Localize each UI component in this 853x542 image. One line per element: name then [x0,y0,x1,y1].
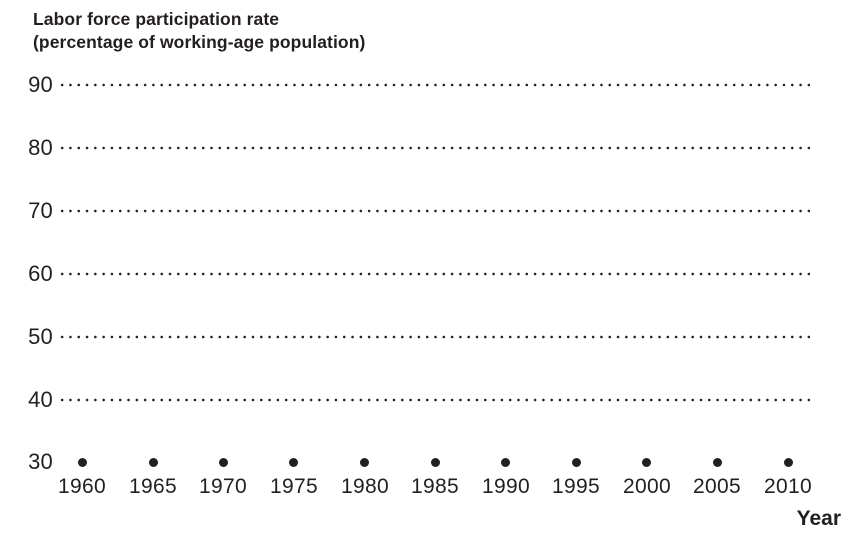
xtick-label: 1975 [270,475,318,498]
dotted-gridline [58,209,810,213]
dotted-gridline [58,83,810,87]
grid-row-40: 40 [0,387,853,413]
xaxis-title: Year [796,507,841,530]
data-point-marker [572,458,581,467]
ytick-label: 60 [28,261,53,286]
chart-title: Labor force participation rate [33,9,280,29]
data-point-marker [219,458,228,467]
ytick-label: 40 [28,387,53,412]
xtick-label: 1960 [58,475,106,498]
dotted-gridline [58,335,810,339]
xtick-label: 1990 [482,475,530,498]
xtick-label: 2010 [764,475,812,498]
xtick-label: 1985 [411,475,459,498]
grid-row-30: 30 [0,449,853,475]
xtick-label: 1970 [199,475,247,498]
chart-subtitle: (percentage of working-age population) [33,32,366,52]
data-point-marker [78,458,87,467]
dotted-gridline [58,146,810,150]
data-point-marker [149,458,158,467]
data-point-marker [713,458,722,467]
data-point-marker [642,458,651,467]
data-point-marker [501,458,510,467]
dotted-gridline [58,272,810,276]
xtick-label: 1980 [341,475,389,498]
grid-row-60: 60 [0,261,853,287]
xtick-label: 2000 [623,475,671,498]
ytick-label: 90 [28,72,53,97]
chart-title-block: Labor force participation rate (percenta… [33,8,365,54]
ytick-label: 80 [28,135,53,160]
xtick-label: 2005 [693,475,741,498]
grid-row-90: 90 [0,72,853,98]
ytick-label: 30 [28,449,53,474]
dotted-gridline [58,398,810,402]
ytick-label: 70 [28,198,53,223]
grid-row-70: 70 [0,198,853,224]
data-point-marker [289,458,298,467]
ytick-label: 50 [28,324,53,349]
grid-row-50: 50 [0,324,853,350]
data-point-marker [360,458,369,467]
grid-row-80: 80 [0,135,853,161]
data-point-marker [784,458,793,467]
data-point-marker [431,458,440,467]
xtick-label: 1995 [552,475,600,498]
xtick-label: 1965 [129,475,177,498]
